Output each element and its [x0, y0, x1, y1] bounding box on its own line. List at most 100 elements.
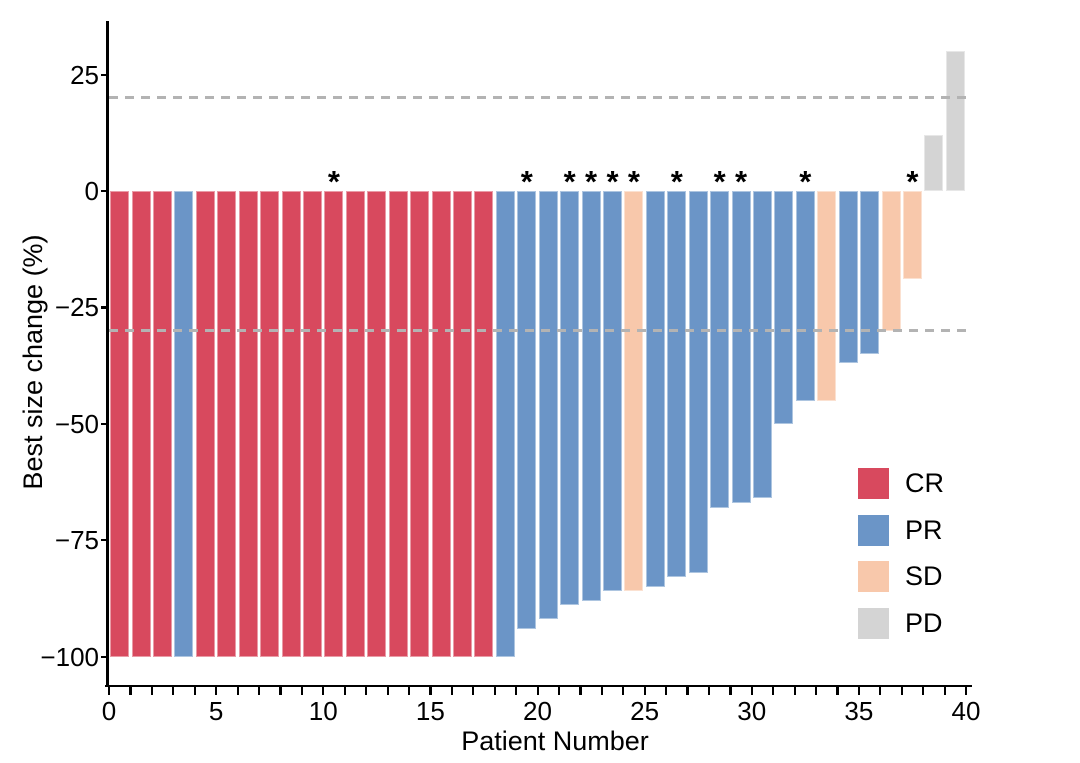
bar-patient-21-pr [538, 191, 558, 620]
bar-patient-4-pr [174, 191, 194, 657]
legend-label-cr: CR [905, 468, 944, 498]
reference-line-plus20 [109, 96, 970, 100]
y-tick-label--25: −25 [54, 292, 99, 323]
x-tick-38 [922, 687, 925, 695]
legend-label-sd: SD [905, 561, 943, 591]
asterisk-patient-11: * [327, 164, 340, 199]
x-tick-30 [750, 687, 753, 695]
x-tick-label-25: 25 [630, 696, 660, 726]
x-axis-title: Patient Number [461, 726, 649, 756]
legend-swatch-sd [858, 561, 889, 592]
x-tick-label-10: 10 [308, 696, 338, 726]
bar-patient-9-cr [281, 191, 301, 657]
y-tick-label--50: −50 [54, 408, 99, 439]
x-tick-31 [772, 687, 775, 695]
legend-item-cr: CR [858, 468, 978, 499]
x-tick-34 [836, 687, 839, 695]
y-tick--75 [101, 539, 107, 542]
bar-patient-39-pd [924, 135, 944, 191]
y-tick-label-25: 25 [70, 59, 99, 90]
y-tick--100 [101, 655, 107, 658]
x-tick-1 [129, 687, 132, 695]
x-tick-36 [879, 687, 882, 695]
x-tick-10 [322, 687, 325, 695]
x-tick-label-40: 40 [951, 696, 981, 726]
x-tick-4 [193, 687, 196, 695]
x-tick-23 [600, 687, 603, 695]
x-tick-26 [665, 687, 668, 695]
x-tick-32 [793, 687, 796, 695]
y-tick--50 [101, 422, 107, 425]
bar-patient-13-cr [367, 191, 387, 657]
bar-patient-6-cr [217, 191, 237, 657]
bar-patient-11-cr [324, 191, 344, 657]
bar-patient-17-cr [453, 191, 473, 657]
bar-patient-14-cr [388, 191, 408, 657]
bar-patient-26-pr [645, 191, 665, 587]
x-tick-14 [407, 687, 411, 695]
bar-patient-29-pr [710, 191, 730, 508]
x-tick-17 [472, 687, 475, 695]
asterisk-patient-33: * [799, 164, 812, 199]
x-tick-39 [943, 687, 946, 695]
bar-patient-30-pr [731, 191, 751, 503]
x-tick-15 [429, 687, 432, 695]
reference-line-minus30 [109, 329, 970, 333]
x-tick-12 [365, 687, 368, 695]
y-tick-0 [101, 190, 107, 193]
y-tick--25 [101, 306, 107, 309]
bar-patient-40-pd [945, 51, 965, 191]
x-tick-9 [300, 687, 303, 695]
x-axis-line [105, 684, 972, 687]
asterisk-patient-29: * [713, 164, 726, 199]
bar-patient-16-cr [431, 191, 451, 657]
asterisk-patient-27: * [670, 164, 683, 199]
x-tick-label-20: 20 [523, 696, 552, 726]
x-tick-24 [622, 687, 625, 695]
x-tick-19 [515, 687, 518, 695]
x-tick-29 [729, 687, 732, 695]
x-tick-label-15: 15 [415, 696, 445, 726]
bar-patient-35-pr [838, 191, 858, 364]
x-tick-21 [557, 687, 561, 695]
bar-patient-37-sd [881, 191, 901, 331]
x-tick-20 [536, 687, 539, 695]
y-tick-label--100: −100 [40, 641, 99, 672]
bar-patient-7-cr [238, 191, 258, 657]
y-tick-label--75: −75 [54, 525, 99, 556]
bar-patient-28-pr [688, 191, 708, 573]
x-tick-27 [686, 687, 689, 695]
bar-patient-3-cr [153, 191, 173, 657]
bar-patient-27-pr [667, 191, 687, 578]
legend-item-sd: SD [858, 561, 978, 592]
x-tick-label-5: 5 [208, 696, 224, 726]
bar-patient-22-pr [560, 191, 580, 606]
x-tick-28 [707, 687, 711, 695]
x-tick-3 [172, 687, 175, 695]
bar-patient-19-pr [495, 191, 515, 657]
bar-patient-1-cr [110, 191, 130, 657]
bar-patient-12-cr [345, 191, 365, 657]
x-tick-0 [108, 687, 111, 695]
x-tick-label-35: 35 [844, 696, 874, 726]
x-tick-11 [343, 687, 346, 695]
bar-patient-34-sd [817, 191, 837, 401]
bar-patient-20-pr [517, 191, 537, 629]
bar-patient-5-cr [195, 191, 215, 657]
y-axis-title: Best size change (%) [18, 234, 48, 490]
x-tick-35 [857, 687, 861, 695]
bar-patient-18-cr [474, 191, 494, 657]
legend-swatch-pd [858, 607, 889, 639]
x-tick-5 [215, 687, 218, 695]
bar-patient-8-cr [260, 191, 280, 657]
bar-patient-10-cr [303, 191, 323, 657]
x-tick-2 [150, 687, 154, 695]
legend-label-pr: PR [905, 514, 943, 545]
legend-item-pd: PD [858, 607, 978, 639]
y-tick-label-0: 0 [84, 176, 99, 206]
x-tick-18 [493, 687, 496, 695]
bar-patient-24-pr [602, 191, 622, 592]
x-tick-22 [579, 687, 582, 695]
bar-patient-32-pr [774, 191, 794, 424]
